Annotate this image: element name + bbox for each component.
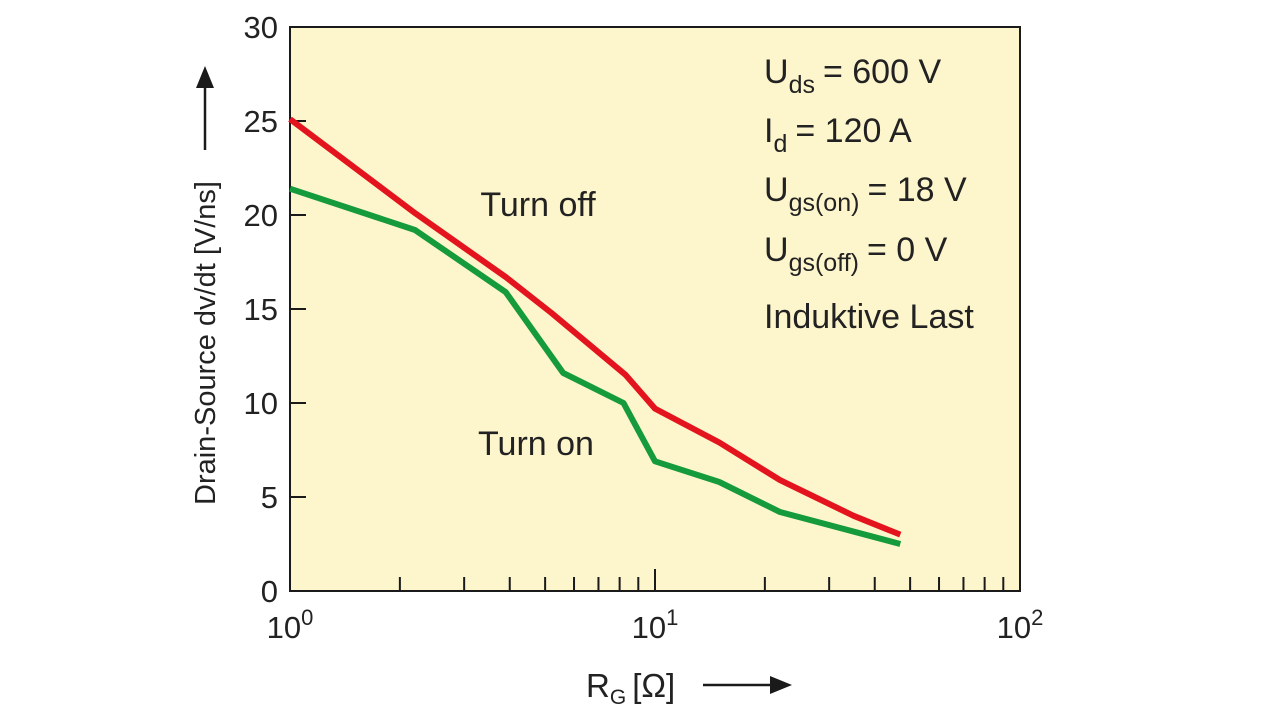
x-tick-label: 100 [267, 605, 314, 645]
conditions-annotation: Uds = 600 V Id = 120 A Ugs(on) = 18 V Ugs(off)… [764, 53, 974, 336]
condition-line: Induktive Last [764, 298, 974, 336]
y-tick-labels: 0 5 10 15 20 25 30 [244, 10, 278, 609]
x-tick-label: 102 [997, 605, 1044, 645]
condition-line: Uds = 600 V [764, 53, 941, 99]
condition-line: Ugs(on) = 18 V [764, 171, 967, 217]
x-tick-labels: 100 101 102 [267, 605, 1044, 645]
y-ticks [290, 26, 306, 592]
y-tick-label: 10 [244, 386, 278, 421]
series-label-turn-off: Turn off [480, 186, 596, 224]
x-axis-label: RG [Ω] [586, 667, 675, 709]
y-tick-label: 25 [244, 104, 278, 139]
y-axis-label: Drain-Source dv/dt [V/ns] [190, 181, 222, 505]
series-label-turn-on: Turn on [478, 425, 594, 463]
y-tick-label: 0 [261, 574, 278, 609]
y-tick-label: 5 [261, 480, 278, 515]
series-line-turn-off [288, 116, 902, 538]
condition-line: Id = 120 A [764, 112, 912, 158]
series-lines [288, 116, 902, 547]
x-minor-ticks [289, 569, 1021, 591]
condition-line: Ugs(off) = 0 V [764, 231, 948, 277]
y-axis-arrow [196, 66, 214, 150]
y-tick-label: 15 [244, 292, 278, 327]
y-tick-label: 20 [244, 198, 278, 233]
series-line-turn-on [289, 185, 902, 547]
x-tick-label: 101 [632, 605, 679, 645]
x-axis-arrow [703, 676, 792, 694]
plot-area [289, 26, 1021, 592]
y-tick-label: 30 [244, 10, 278, 45]
